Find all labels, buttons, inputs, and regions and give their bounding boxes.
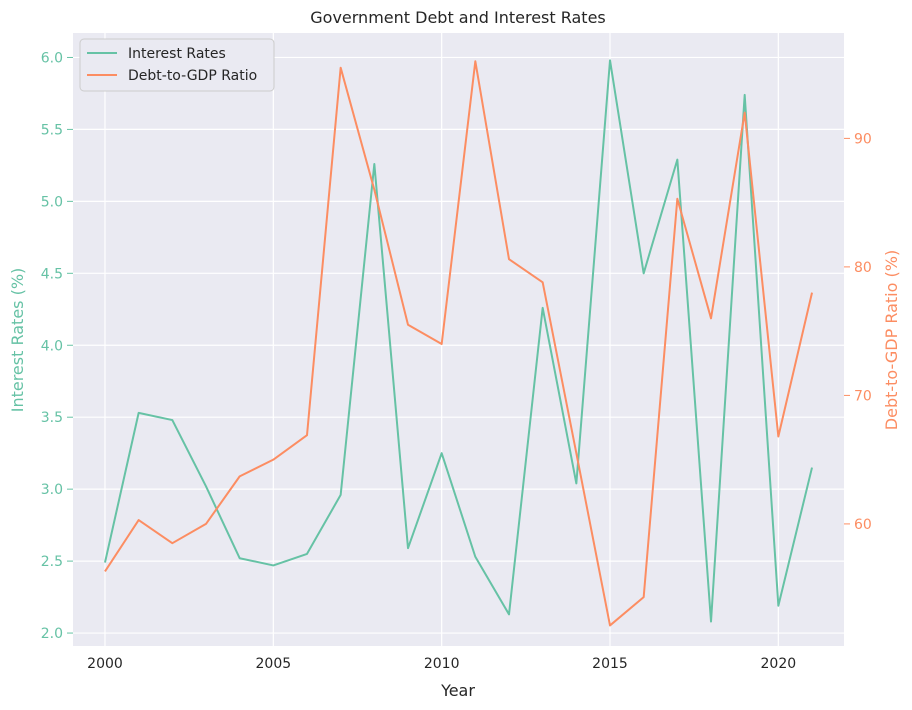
series-line-debt-to-gdp-ratio — [104, 60, 813, 627]
left-y-axis-label: Interest Rates (%) — [8, 268, 27, 413]
right-y-tick-labels: 60 70 80 90 — [844, 131, 872, 533]
x-axis-label: Year — [440, 681, 475, 700]
x-tick-label: 2020 — [761, 656, 797, 672]
left-y-tick-label: 2.5 — [41, 554, 63, 570]
left-y-tick-label: 5.0 — [41, 194, 63, 210]
right-y-axis-label: Debt-to-GDP Ratio (%) — [882, 250, 901, 430]
legend-label-debt-to-gdp-ratio: Debt-to-GDP Ratio — [128, 68, 257, 84]
left-y-tick-label: 4.5 — [41, 266, 63, 282]
right-y-tick-label: 60 — [854, 517, 872, 533]
left-y-tick-label: 3.5 — [41, 410, 63, 426]
series-lines — [104, 59, 813, 627]
legend-box — [79, 38, 275, 92]
left-y-tick-label: 6.0 — [41, 50, 63, 66]
x-tick-label: 2000 — [87, 656, 123, 672]
x-tick-labels: 2000 2005 2010 2015 2020 — [87, 656, 796, 672]
right-y-tick-label: 90 — [854, 131, 872, 147]
legend: Interest Rates Debt-to-GDP Ratio — [79, 38, 275, 92]
left-y-tick-label: 2.0 — [41, 626, 63, 642]
x-tick-label: 2015 — [592, 656, 628, 672]
series-line-interest-rates — [104, 59, 813, 623]
left-y-tick-labels: 2.0 2.5 3.0 3.5 4.0 4.5 5.0 5.5 6.0 — [41, 50, 73, 642]
left-y-tick-label: 5.5 — [41, 122, 63, 138]
x-tick-label: 2010 — [424, 656, 460, 672]
left-y-tick-label: 3.0 — [41, 482, 63, 498]
legend-label-interest-rates: Interest Rates — [128, 46, 226, 62]
x-tick-label: 2005 — [256, 656, 292, 672]
chart-title: Government Debt and Interest Rates — [310, 8, 606, 27]
right-y-tick-label: 80 — [854, 260, 872, 276]
right-y-tick-label: 70 — [854, 388, 872, 404]
left-y-tick-label: 4.0 — [41, 338, 63, 354]
